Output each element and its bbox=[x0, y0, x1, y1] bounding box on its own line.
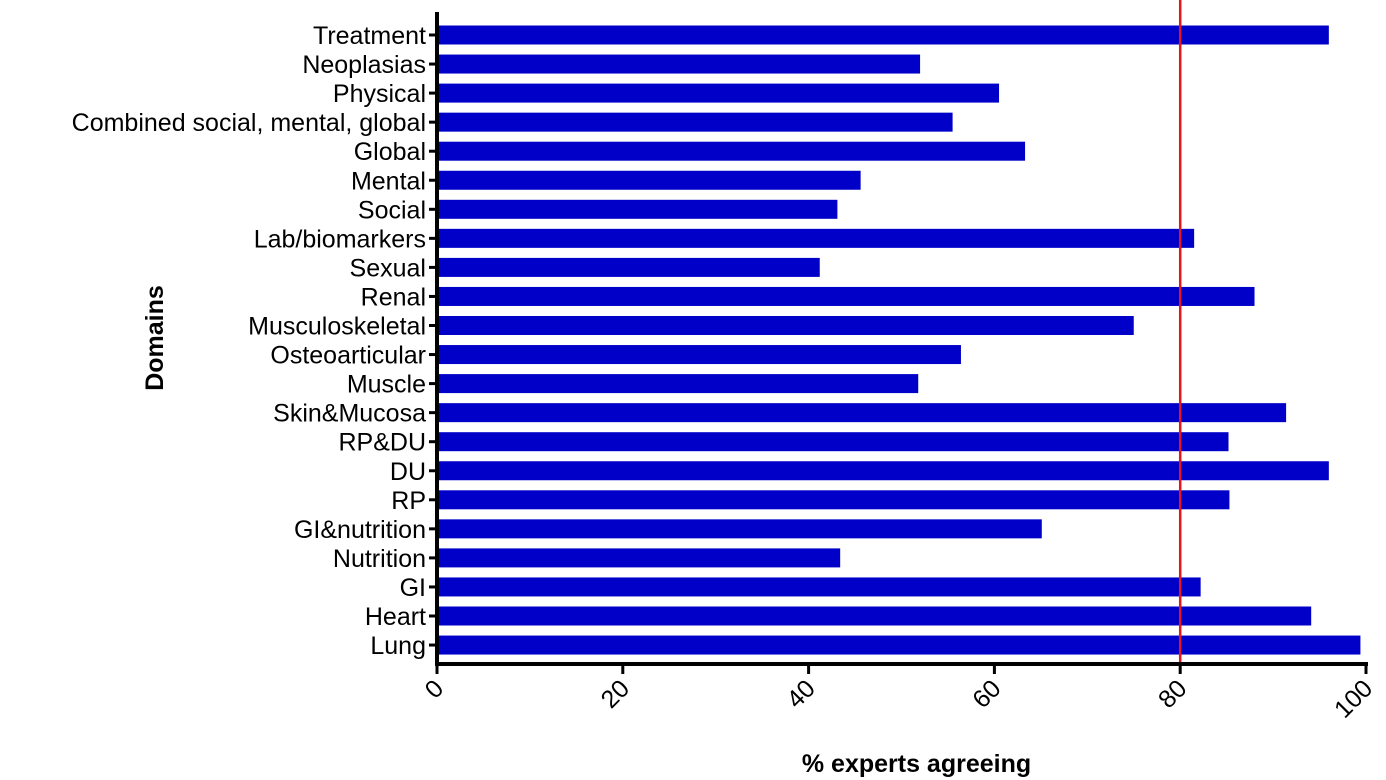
category-label: Physical bbox=[333, 80, 426, 108]
x-tick-label: 40 bbox=[781, 674, 820, 713]
category-label: Mental bbox=[351, 167, 426, 195]
category-label: GI&nutrition bbox=[294, 516, 426, 544]
category-label: RP bbox=[391, 487, 426, 515]
bar bbox=[439, 577, 1201, 597]
bar bbox=[439, 54, 921, 74]
category-label: Global bbox=[354, 138, 426, 166]
category-label: Treatment bbox=[313, 22, 426, 50]
bar bbox=[439, 345, 961, 365]
bar bbox=[439, 461, 1329, 481]
bar bbox=[439, 490, 1230, 510]
bar bbox=[439, 316, 1134, 335]
category-label: Social bbox=[358, 196, 426, 224]
x-tick-label: 60 bbox=[967, 674, 1006, 713]
category-label: Nutrition bbox=[333, 545, 426, 573]
bar bbox=[439, 635, 1361, 655]
bars-group bbox=[439, 25, 1361, 655]
category-label: Skin&Mucosa bbox=[273, 400, 426, 428]
axes-group bbox=[435, 12, 1368, 666]
x-axis-title: % experts agreeing bbox=[802, 750, 1031, 778]
bar bbox=[439, 606, 1312, 626]
category-label: Muscle bbox=[347, 371, 426, 399]
category-label: Sexual bbox=[350, 254, 426, 282]
bar bbox=[439, 374, 919, 394]
category-label: Lab/biomarkers bbox=[254, 225, 426, 253]
bar bbox=[439, 286, 1255, 306]
x-tick-label: 20 bbox=[596, 674, 635, 713]
bar bbox=[439, 228, 1195, 248]
category-label: DU bbox=[390, 458, 426, 486]
category-label: Osteoarticular bbox=[270, 342, 426, 370]
category-label: RP&DU bbox=[338, 429, 426, 457]
x-tick-label: 0 bbox=[420, 674, 450, 704]
bar bbox=[439, 257, 820, 277]
bar bbox=[439, 112, 953, 132]
bar bbox=[439, 519, 1042, 539]
bar bbox=[439, 141, 1026, 161]
x-tick-label: 80 bbox=[1153, 674, 1192, 713]
bar bbox=[439, 25, 1329, 45]
category-label: Lung bbox=[370, 632, 426, 660]
bar bbox=[439, 548, 841, 568]
category-label: GI bbox=[400, 574, 426, 602]
bar bbox=[439, 170, 861, 190]
bar bbox=[439, 83, 1000, 103]
bar bbox=[439, 432, 1229, 452]
category-label: Renal bbox=[361, 283, 426, 311]
category-label: Combined social, mental, global bbox=[72, 109, 426, 137]
y-axis-title: Domains bbox=[141, 285, 169, 391]
category-label: Musculoskeletal bbox=[248, 313, 426, 341]
bar bbox=[439, 199, 838, 219]
category-label: Neoplasias bbox=[302, 51, 426, 79]
category-label: Heart bbox=[365, 603, 426, 631]
bar bbox=[439, 403, 1287, 423]
x-tick-label: 100 bbox=[1329, 674, 1378, 723]
